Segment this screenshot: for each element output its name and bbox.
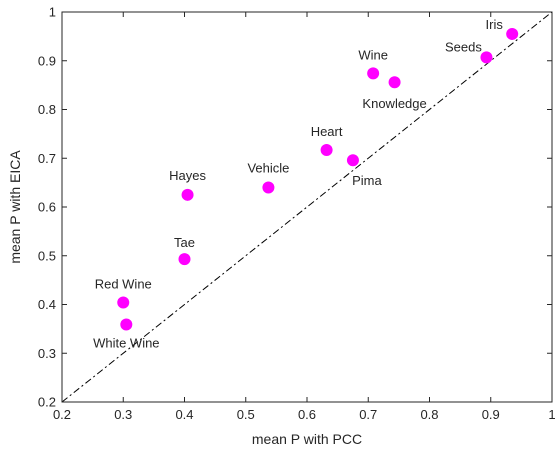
x-tick-label: 0.2 — [53, 407, 71, 422]
point-label: Heart — [311, 124, 343, 139]
y-tick-label: 0.4 — [38, 297, 56, 312]
x-tick-label: 0.5 — [237, 407, 255, 422]
x-axis-label: mean P with PCC — [252, 431, 362, 447]
point-labels: Iris Seeds Wine Knowledge Heart Pima Vehicle Ha… — [93, 17, 503, 351]
x-tick-label: 0.9 — [482, 407, 500, 422]
point-label: Red Wine — [95, 277, 152, 292]
x-tick-label: 0.6 — [298, 407, 316, 422]
x-tick-label: 0.8 — [420, 407, 438, 422]
y-tick-label: 0.9 — [38, 53, 56, 68]
data-point — [388, 76, 401, 89]
data-point — [320, 143, 333, 156]
y-tick-label: 0.3 — [38, 346, 56, 361]
x-tick-label: 1 — [548, 407, 555, 422]
y-tick-label: 0.8 — [38, 102, 56, 117]
data-point — [506, 27, 519, 40]
data-point — [181, 188, 194, 201]
axis-ticks: 0.2 0.3 0.4 0.5 0.6 0.7 0.8 0.9 1 0.2 0.3 0.4 0.5 0.6… — [38, 5, 556, 423]
y-axis-label: mean P with EICA — [7, 150, 23, 264]
x-tick-label: 0.3 — [114, 407, 132, 422]
reference-line — [61, 11, 553, 403]
x-tick-label: 0.4 — [175, 407, 193, 422]
x-tick-label: 0.7 — [359, 407, 377, 422]
y-tick-label: 0.6 — [38, 200, 56, 215]
data-point — [178, 253, 191, 266]
point-label: Pima — [352, 173, 382, 188]
point-label: Hayes — [169, 168, 206, 183]
data-points — [117, 27, 519, 331]
data-point — [262, 181, 275, 194]
point-label: Iris — [486, 17, 504, 32]
data-point — [117, 296, 130, 309]
data-point — [367, 67, 380, 80]
point-label: Knowledge — [362, 96, 426, 111]
point-label: Vehicle — [247, 161, 289, 176]
point-label: Tae — [174, 235, 195, 250]
point-label: Seeds — [445, 39, 482, 54]
y-tick-label: 0.5 — [38, 248, 56, 263]
y-tick-label: 0.2 — [38, 395, 56, 410]
point-label: White Wine — [93, 335, 159, 350]
data-point — [120, 318, 133, 331]
y-tick-label: 1 — [49, 5, 56, 20]
y-tick-label: 0.7 — [38, 151, 56, 166]
plot-frame — [61, 11, 553, 403]
data-point — [480, 51, 493, 64]
point-label: Wine — [358, 47, 388, 62]
data-point — [346, 154, 359, 167]
